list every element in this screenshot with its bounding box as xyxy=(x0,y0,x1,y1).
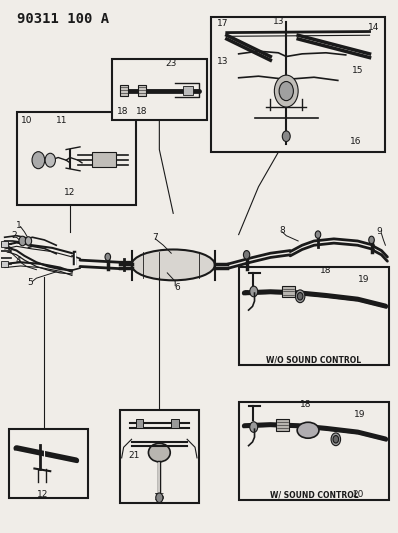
Circle shape xyxy=(295,290,305,303)
Bar xyxy=(239,266,389,365)
Text: 8: 8 xyxy=(279,226,285,235)
Text: 18: 18 xyxy=(136,107,147,116)
Text: 23: 23 xyxy=(166,59,177,68)
Text: 20: 20 xyxy=(352,489,363,498)
Text: 18: 18 xyxy=(320,266,332,274)
Text: 90311 100 A: 90311 100 A xyxy=(17,12,109,26)
Text: 3: 3 xyxy=(5,246,11,255)
Bar xyxy=(136,418,143,428)
Circle shape xyxy=(282,131,290,142)
Text: 15: 15 xyxy=(352,67,363,75)
Circle shape xyxy=(32,152,45,168)
Circle shape xyxy=(250,286,258,297)
Text: W/O SOUND CONTROL: W/O SOUND CONTROL xyxy=(266,355,361,364)
Bar xyxy=(1,241,8,247)
Circle shape xyxy=(156,493,163,503)
Bar xyxy=(9,429,88,498)
Text: 7: 7 xyxy=(152,233,158,242)
Text: 2: 2 xyxy=(12,231,18,240)
Circle shape xyxy=(250,422,258,432)
Text: 11: 11 xyxy=(57,116,68,125)
Bar xyxy=(276,419,289,431)
Text: W/ SOUND CONTROL: W/ SOUND CONTROL xyxy=(270,490,358,499)
Bar xyxy=(239,402,389,500)
Ellipse shape xyxy=(297,422,319,438)
Text: 6: 6 xyxy=(174,283,180,292)
Text: 19: 19 xyxy=(358,275,369,284)
Text: 16: 16 xyxy=(350,137,361,146)
Text: 18: 18 xyxy=(117,107,129,116)
Circle shape xyxy=(274,75,298,107)
Bar xyxy=(120,410,199,503)
Circle shape xyxy=(331,433,341,446)
Text: 9: 9 xyxy=(377,228,382,237)
Text: 13: 13 xyxy=(273,18,284,27)
Bar xyxy=(282,286,295,297)
Text: 4: 4 xyxy=(16,256,21,264)
Text: 16: 16 xyxy=(154,493,165,502)
Text: 13: 13 xyxy=(217,58,228,66)
Ellipse shape xyxy=(148,443,170,462)
Circle shape xyxy=(45,154,55,167)
Bar xyxy=(92,152,116,166)
Bar xyxy=(112,59,207,120)
Text: 12: 12 xyxy=(37,489,48,498)
Text: 14: 14 xyxy=(368,23,379,32)
Text: 17: 17 xyxy=(217,19,228,28)
Circle shape xyxy=(105,253,111,261)
Circle shape xyxy=(19,236,26,246)
Circle shape xyxy=(315,231,321,238)
Bar xyxy=(17,112,136,205)
Circle shape xyxy=(25,237,31,245)
Bar xyxy=(183,86,193,95)
Circle shape xyxy=(333,435,339,443)
Text: 5: 5 xyxy=(27,278,33,287)
Bar xyxy=(1,261,8,267)
Text: 1: 1 xyxy=(16,221,21,230)
Circle shape xyxy=(279,82,293,101)
Ellipse shape xyxy=(132,249,215,280)
Circle shape xyxy=(369,236,374,244)
Text: 21: 21 xyxy=(128,451,139,460)
Circle shape xyxy=(297,293,303,300)
Text: 10: 10 xyxy=(21,116,32,125)
Text: 18: 18 xyxy=(300,400,312,409)
Bar xyxy=(120,85,129,96)
Bar xyxy=(138,85,146,96)
Text: 12: 12 xyxy=(64,188,76,197)
Text: 22: 22 xyxy=(243,289,255,298)
Bar xyxy=(171,418,179,428)
Bar xyxy=(211,17,385,152)
Circle shape xyxy=(244,251,250,259)
Text: 19: 19 xyxy=(354,410,365,419)
